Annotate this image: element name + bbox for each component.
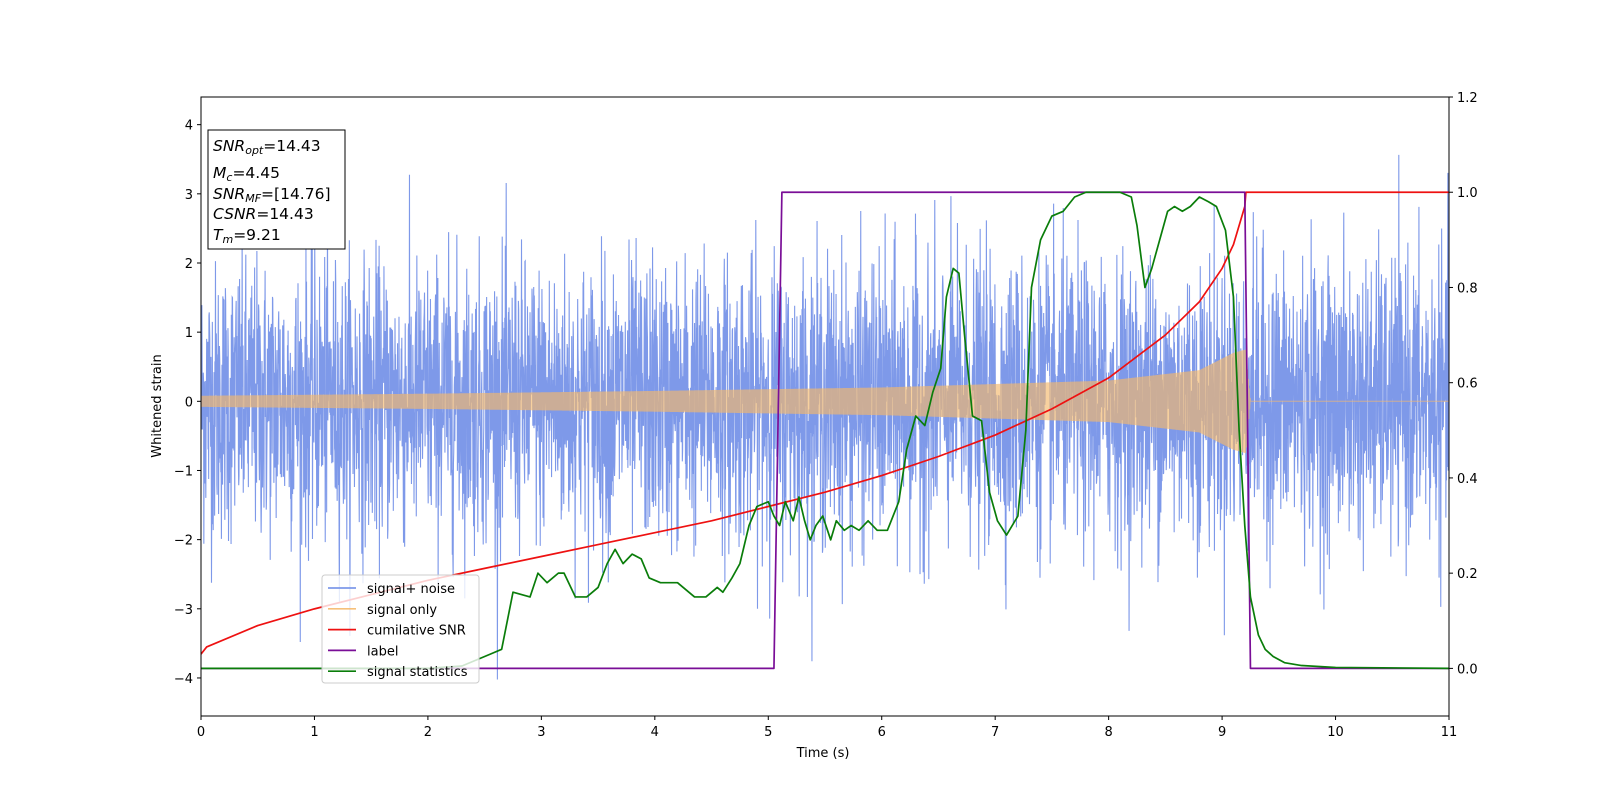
annotation-line: SNRopt=14.43 [213,137,321,157]
y-tick-label: 3 [185,188,193,203]
x-tick-label: 4 [651,725,659,740]
legend-label: label [367,644,398,659]
x-tick-label: 8 [1104,725,1112,740]
annotation-line: CSNR=14.43 [213,205,314,223]
y-tick-label: 2 [185,257,193,272]
y-tick-label: −4 [174,672,193,687]
x-tick-label: 2 [424,725,432,740]
y-tick-label: −1 [174,464,193,479]
y2-tick-label: 1.0 [1457,186,1478,201]
series-signal-only [201,349,1449,454]
legend-label: signal statistics [367,665,468,680]
y2-tick-label: 1.2 [1457,91,1478,106]
y-axis-left: −4 −3 −2 −1 0 1 2 3 4 [174,119,201,687]
legend-label: signal+ noise [367,582,455,597]
annotation-box: SNRopt=14.43 Mc=4.45SNRMF=[14.76]CSNR=14.… [207,129,346,250]
x-tick-label: 7 [991,725,999,740]
plot-frame [200,96,1450,717]
x-tick-label: 9 [1218,725,1226,740]
y2-tick-label: 0.2 [1457,567,1478,582]
y2-tick-label: 0.6 [1457,377,1478,392]
y-tick-label: 1 [185,326,193,341]
x-tick-label: 6 [878,725,886,740]
y2-tick-label: 0.4 [1457,472,1478,487]
y-tick-label: −2 [174,534,193,549]
x-tick-label: 1 [310,725,318,740]
y-tick-label: 0 [185,395,193,410]
annotation-line: Mc=4.45 [213,164,280,184]
y-axis-right: 0.0 0.2 0.4 0.6 0.8 1.0 1.2 [1449,91,1478,677]
annotation-line: Tm=9.21 [213,226,281,246]
x-tick-label: 3 [537,725,545,740]
legend-label: signal only [367,603,437,618]
series-label [201,191,1449,670]
x-tick-label: 10 [1327,725,1344,740]
x-tick-label: 0 [197,725,205,740]
series-signal-statistics [201,191,1449,670]
y2-tick-label: 0.8 [1457,281,1478,296]
legend-frame [321,574,480,684]
x-tick-label: 11 [1441,725,1458,740]
x-axis-label: Time (s) [796,746,850,761]
x-tick-label: 5 [764,725,772,740]
y-tick-label: −3 [174,603,193,618]
y-axis-label: Whitened strain [150,354,165,457]
legend-label: cumilative SNR [367,624,466,639]
y-tick-label: 4 [185,119,193,134]
y2-tick-label: 0.0 [1457,662,1478,677]
x-axis: 0 1 2 3 4 5 6 7 8 9 10 11 [197,716,1457,740]
legend: signal+ noise signal only cumilative SNR la… [321,574,480,684]
annotation-line: SNRMF=[14.76] [213,185,331,205]
